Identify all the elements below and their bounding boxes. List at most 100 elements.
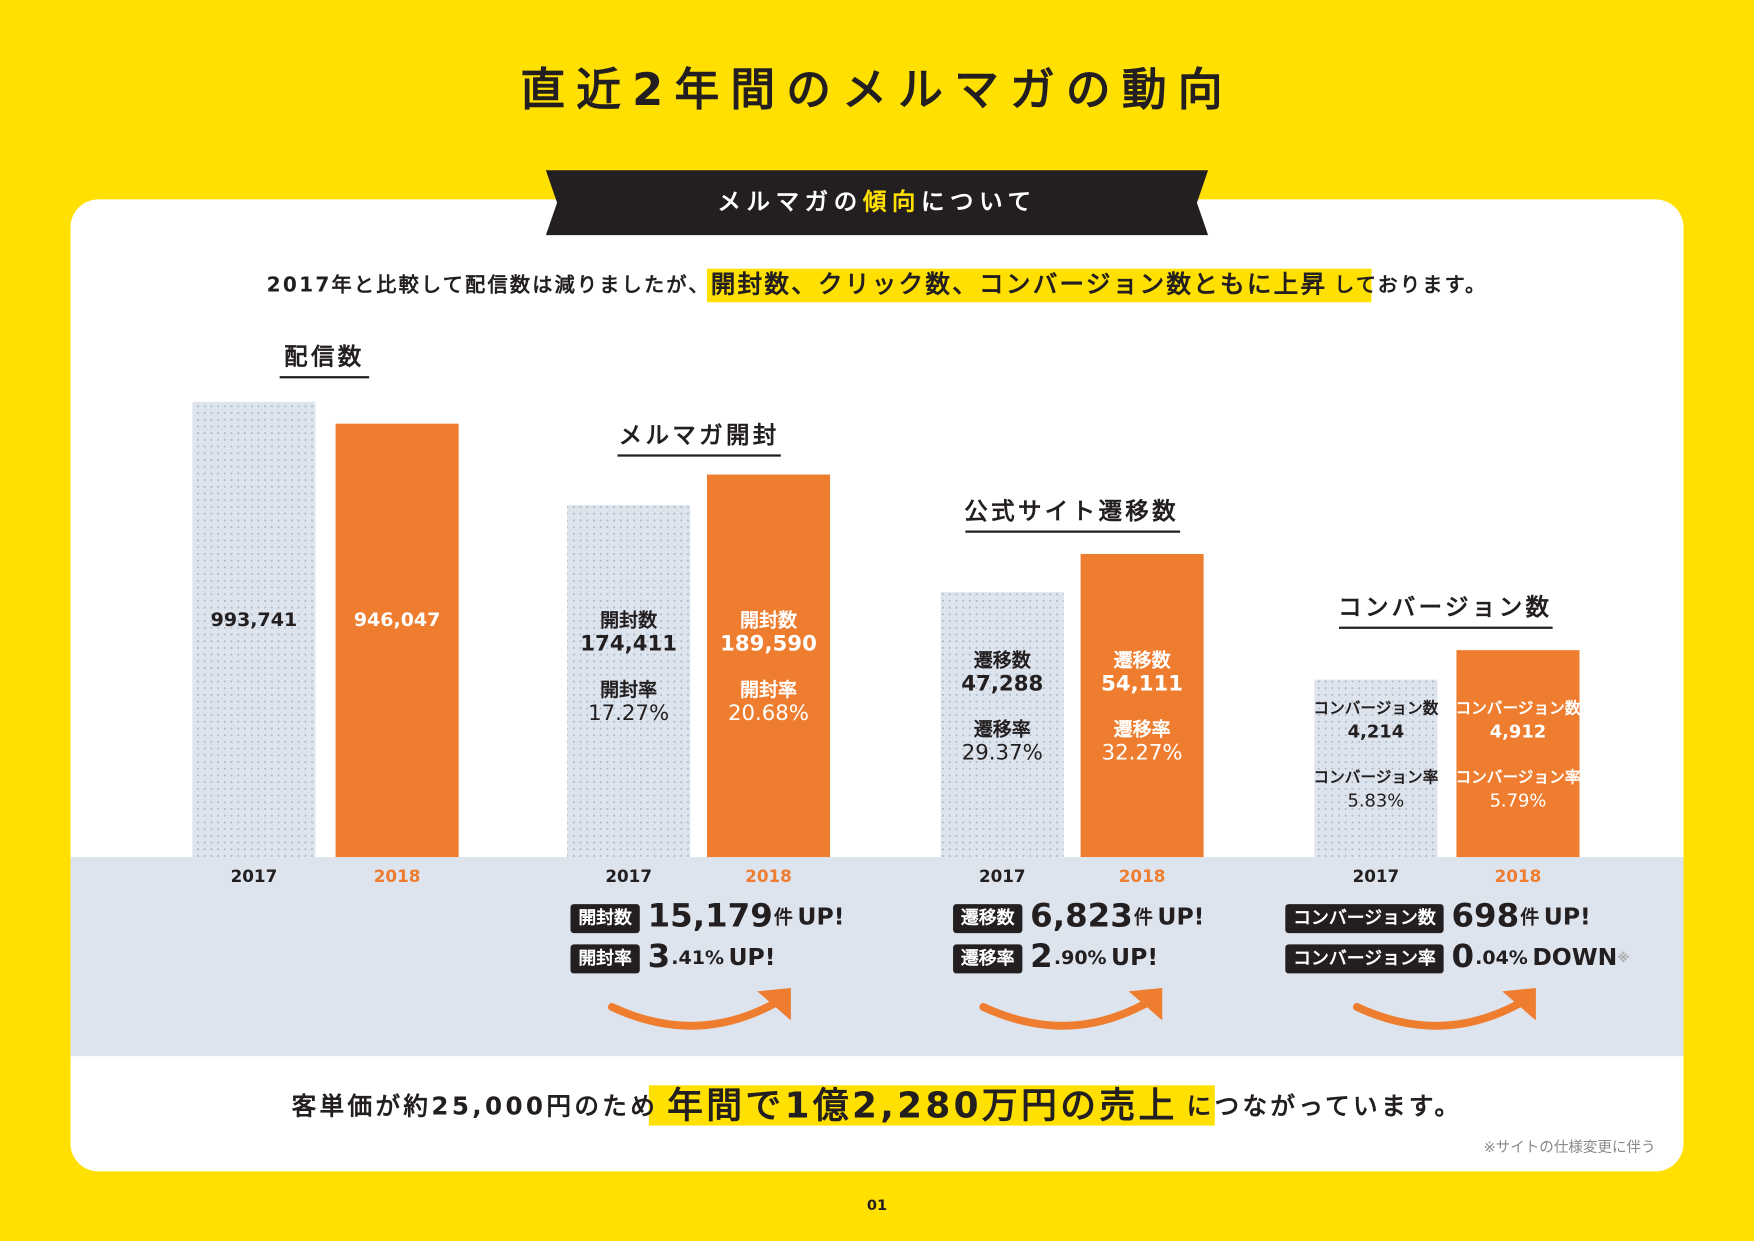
summary-tag: コンバージョン数 [1293, 907, 1436, 929]
lead-highlight: 開封数、クリック数、コンバージョン数ともに上昇 [711, 269, 1328, 298]
summary-small: .04% [1475, 946, 1528, 968]
lead-highlight-bg [706, 268, 1372, 303]
summary-value: 2.90% UP! [1030, 937, 1158, 975]
summary-row: コンバージョン率 0.04% DOWN※ [1285, 937, 1629, 975]
summary-value: 6,823件 UP! [1030, 896, 1204, 934]
bar [1080, 553, 1204, 858]
summary-mark: ※ [1617, 950, 1629, 964]
value-label: 174,411 [580, 632, 677, 657]
summary-row: 遷移数 6,823件 UP! [953, 896, 1204, 934]
year-label: 2017 [605, 866, 652, 886]
trend-arrow [979, 999, 1150, 1030]
count-label: 遷移数 [974, 648, 1032, 671]
rate-value-label: 17.27% [588, 701, 669, 726]
conclusion-highlight-bg [648, 1085, 1215, 1126]
trend-arrowhead [1128, 987, 1163, 1021]
year-label: 2018 [374, 866, 421, 886]
summary-big: 0 [1451, 937, 1474, 975]
summary-tag: 遷移数 [961, 907, 1015, 929]
count-label: 開封数 [600, 609, 658, 632]
value-label: 4,912 [1490, 721, 1547, 742]
chart-title: メルマガ開封 [619, 421, 780, 449]
summary-big: 3 [648, 937, 671, 975]
chart-title: 配信数 [284, 343, 365, 371]
summary-value: 15,179件 UP! [648, 896, 845, 934]
rate-label: 遷移率 [1114, 718, 1171, 741]
summary-tag: コンバージョン率 [1293, 947, 1436, 969]
bar [940, 592, 1064, 858]
value-label: 54,111 [1101, 671, 1183, 696]
lead-after: しております。 [1334, 272, 1487, 296]
bar [567, 505, 691, 858]
summary-big: 698 [1451, 896, 1519, 934]
bar [1456, 650, 1580, 858]
conclusion-before: 客単価が約25,000円のため [292, 1092, 659, 1121]
rate-label: コンバージョン率 [1313, 768, 1438, 787]
summary-big: 15,179 [648, 896, 773, 934]
summary-value: 0.04% DOWN※ [1451, 937, 1629, 975]
conclusion-after: につながっています。 [1187, 1092, 1463, 1121]
year-label: 2018 [1119, 866, 1166, 886]
summary-tag-bg [1285, 944, 1444, 974]
banner [545, 170, 1209, 236]
banner-text: メルマガの傾向について [717, 187, 1036, 215]
banner-before: メルマガの [717, 187, 862, 215]
summary-small: .90% [1054, 946, 1107, 968]
summary-row: 開封数 15,179件 UP! [570, 896, 844, 934]
summary-tag: 開封数 [578, 907, 632, 929]
count-label: 開封数 [740, 609, 798, 632]
summary-tag-bg [570, 944, 640, 974]
value-label: 993,741 [211, 609, 298, 631]
bar [192, 401, 316, 858]
conclusion: 客単価が約25,000円のため 年間で1億2,280万円の売上 につながっています。 [292, 1086, 1463, 1127]
summary-status: UP! [1157, 902, 1204, 930]
summary-tag-bg [953, 904, 1023, 934]
summary-small: 件 [774, 905, 793, 928]
page-number: 01 [867, 1198, 887, 1214]
count-label: 遷移数 [1114, 648, 1172, 671]
rate-value-label: 5.79% [1490, 791, 1547, 812]
rate-value-label: 29.37% [962, 741, 1043, 766]
bar [335, 423, 459, 858]
conclusion-highlight: 年間で1億2,280万円の売上 [667, 1086, 1177, 1127]
page-title: 直近2年間のメルマガの動向 [520, 63, 1233, 116]
chart-title: 公式サイト遷移数 [964, 497, 1179, 525]
year-label: 2017 [231, 866, 278, 886]
summary-status: UP! [1111, 942, 1158, 970]
summary-tag-bg [1285, 904, 1444, 934]
year-label: 2018 [745, 866, 792, 886]
summary-tag: 遷移率 [961, 947, 1015, 969]
rate-label: コンバージョン率 [1456, 768, 1581, 787]
count-label: コンバージョン数 [1456, 698, 1581, 717]
trend-arrow [607, 999, 779, 1030]
count-label: コンバージョン数 [1313, 698, 1438, 717]
summary-value: 698件 UP! [1451, 896, 1590, 934]
summary-small: 件 [1134, 905, 1153, 928]
value-label: 946,047 [354, 609, 441, 631]
chart-title: コンバージョン数 [1338, 593, 1552, 621]
footnote: ※サイトの仕様変更に伴う [1484, 1139, 1656, 1156]
summary-row: 開封率 3.41% UP! [570, 937, 775, 975]
year-label: 2017 [1353, 866, 1400, 886]
summary-status: DOWN [1532, 942, 1617, 970]
summary-small: .41% [671, 946, 724, 968]
rate-label: 遷移率 [974, 718, 1031, 741]
summary-small: 件 [1520, 905, 1539, 928]
summary-status: UP! [797, 902, 844, 930]
bar [1314, 679, 1438, 858]
summary-tag-bg [953, 944, 1023, 974]
summary-row: 遷移率 2.90% UP! [953, 937, 1158, 975]
banner-after: について [921, 187, 1037, 215]
banner-highlight: 傾向 [862, 187, 921, 215]
trend-arrow [1352, 999, 1524, 1030]
summary-value: 3.41% UP! [648, 937, 776, 975]
summary-big: 6,823 [1030, 896, 1133, 934]
year-label: 2017 [979, 866, 1026, 886]
rate-value-label: 32.27% [1102, 741, 1183, 766]
trend-arrowhead [1502, 987, 1536, 1021]
value-label: 4,214 [1348, 721, 1405, 742]
trend-arrowhead [757, 987, 791, 1021]
summary-status: UP! [728, 942, 775, 970]
